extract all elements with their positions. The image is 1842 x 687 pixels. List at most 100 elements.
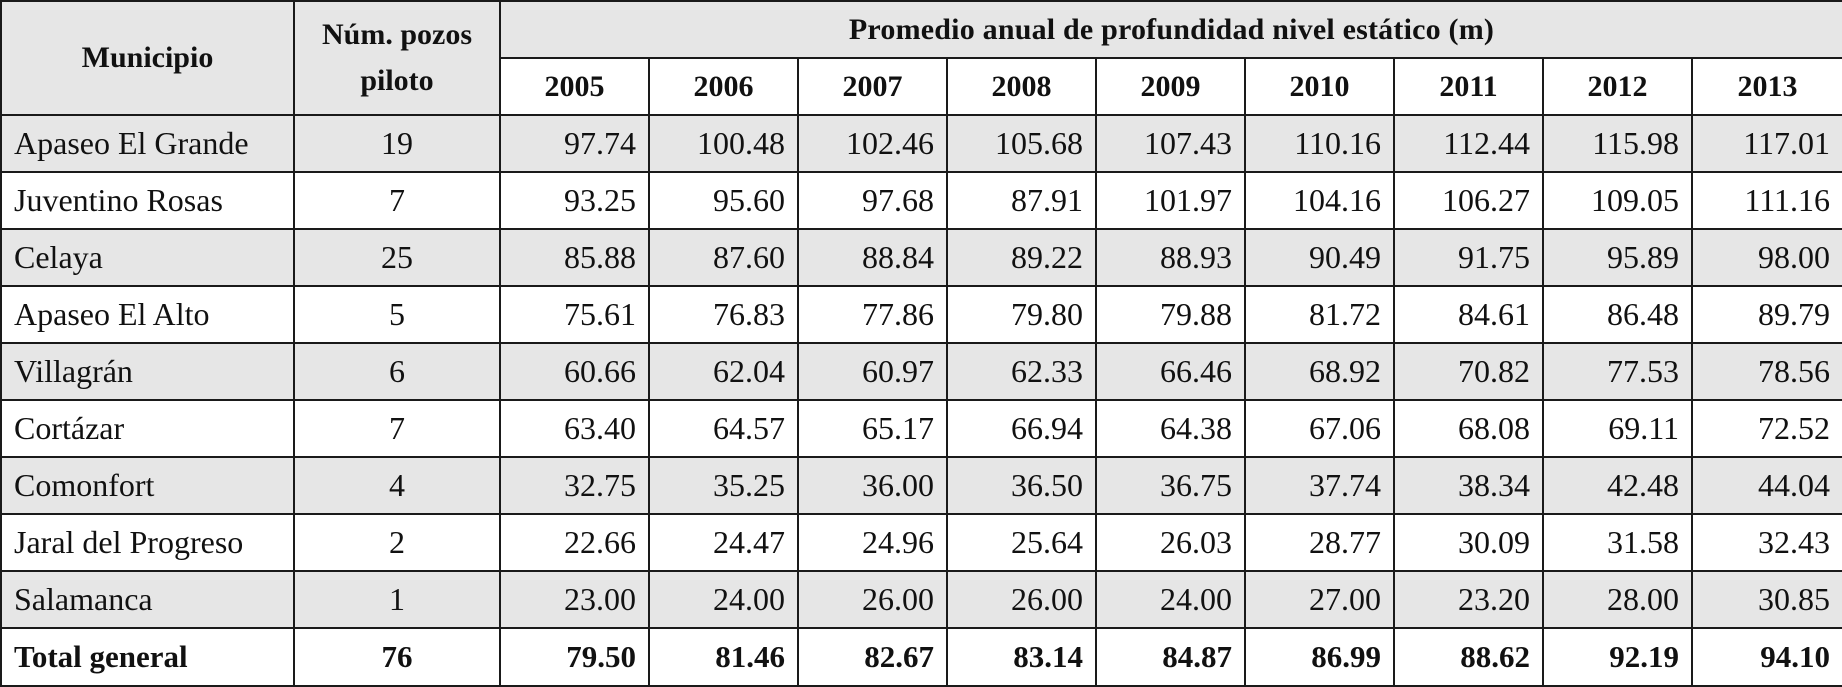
cell-value: 86.48	[1542, 285, 1693, 344]
total-row: Total general 76 79.50 81.46 82.67 83.14…	[0, 627, 1842, 687]
cell-value: 63.40	[499, 399, 650, 458]
cell-value: 62.04	[648, 342, 799, 401]
cell-value: 75.61	[499, 285, 650, 344]
cell-value: 97.74	[499, 114, 650, 173]
cell-value: 32.75	[499, 456, 650, 515]
table-row: Cortázar 7 63.40 64.57 65.17 66.94 64.38…	[0, 399, 1842, 458]
cell-value: 69.11	[1542, 399, 1693, 458]
header-row-2: 2005 2006 2007 2008 2009 2010 2011 2012 …	[1, 57, 1842, 116]
cell-value: 37.74	[1244, 456, 1395, 515]
table-row: Comonfort 4 32.75 35.25 36.00 36.50 36.7…	[0, 456, 1842, 515]
cell-value: 68.92	[1244, 342, 1395, 401]
cell-value: 32.43	[1691, 513, 1842, 572]
total-value: 94.10	[1691, 627, 1842, 687]
cell-value: 24.47	[648, 513, 799, 572]
cell-value: 76.83	[648, 285, 799, 344]
cell-value: 36.50	[946, 456, 1097, 515]
cell-num-pozos: 25	[293, 228, 501, 287]
table-row: Apaseo El Grande 19 97.74 100.48 102.46 …	[0, 114, 1842, 173]
cell-value: 107.43	[1095, 114, 1246, 173]
cell-value: 78.56	[1691, 342, 1842, 401]
cell-value: 22.66	[499, 513, 650, 572]
header-year-2011: 2011	[1393, 57, 1544, 116]
header-num-pozos: Núm. pozos piloto	[293, 0, 501, 116]
cell-value: 95.60	[648, 171, 799, 230]
cell-value: 23.00	[499, 570, 650, 629]
cell-municipio: Cortázar	[0, 399, 295, 458]
cell-value: 115.98	[1542, 114, 1693, 173]
cell-value: 105.68	[946, 114, 1097, 173]
cell-num-pozos: 1	[293, 570, 501, 629]
cell-value: 68.08	[1393, 399, 1544, 458]
cell-value: 65.17	[797, 399, 948, 458]
total-value: 86.99	[1244, 627, 1395, 687]
cell-value: 42.48	[1542, 456, 1693, 515]
table-body: Apaseo El Grande 19 97.74 100.48 102.46 …	[0, 114, 1842, 687]
total-value: 79.50	[499, 627, 650, 687]
cell-value: 28.00	[1542, 570, 1693, 629]
cell-municipio: Apaseo El Grande	[0, 114, 295, 173]
cell-value: 60.66	[499, 342, 650, 401]
cell-value: 111.16	[1691, 171, 1842, 230]
header-year-2008: 2008	[946, 57, 1097, 116]
total-value: 92.19	[1542, 627, 1693, 687]
header-year-2005: 2005	[499, 57, 650, 116]
cell-value: 85.88	[499, 228, 650, 287]
header-year-2006: 2006	[648, 57, 799, 116]
table-row: Salamanca 1 23.00 24.00 26.00 26.00 24.0…	[0, 570, 1842, 629]
cell-value: 97.68	[797, 171, 948, 230]
cell-value: 79.80	[946, 285, 1097, 344]
cell-value: 93.25	[499, 171, 650, 230]
cell-municipio: Villagrán	[0, 342, 295, 401]
cell-value: 88.84	[797, 228, 948, 287]
cell-value: 90.49	[1244, 228, 1395, 287]
cell-num-pozos: 4	[293, 456, 501, 515]
cell-value: 79.88	[1095, 285, 1246, 344]
cell-value: 112.44	[1393, 114, 1544, 173]
header-year-2007: 2007	[797, 57, 948, 116]
cell-value: 23.20	[1393, 570, 1544, 629]
header-year-2013: 2013	[1691, 57, 1842, 116]
cell-value: 101.97	[1095, 171, 1246, 230]
header-group-title: Promedio anual de profundidad nivel está…	[499, 0, 1842, 59]
cell-value: 87.91	[946, 171, 1097, 230]
cell-value: 95.89	[1542, 228, 1693, 287]
cell-num-pozos: 7	[293, 171, 501, 230]
total-value: 83.14	[946, 627, 1097, 687]
table-row: Villagrán 6 60.66 62.04 60.97 62.33 66.4…	[0, 342, 1842, 401]
cell-value: 35.25	[648, 456, 799, 515]
table-header: Municipio Núm. pozos piloto Promedio anu…	[0, 0, 1842, 116]
cell-municipio: Salamanca	[0, 570, 295, 629]
cell-value: 104.16	[1244, 171, 1395, 230]
cell-value: 81.72	[1244, 285, 1395, 344]
header-num-pozos-line2: piloto	[360, 64, 434, 97]
cell-num-pozos: 6	[293, 342, 501, 401]
cell-value: 64.57	[648, 399, 799, 458]
cell-value: 87.60	[648, 228, 799, 287]
cell-value: 109.05	[1542, 171, 1693, 230]
cell-num-pozos: 2	[293, 513, 501, 572]
cell-value: 117.01	[1691, 114, 1842, 173]
cell-value: 44.04	[1691, 456, 1842, 515]
cell-value: 24.00	[648, 570, 799, 629]
cell-value: 28.77	[1244, 513, 1395, 572]
table-row: Jaral del Progreso 2 22.66 24.47 24.96 2…	[0, 513, 1842, 572]
cell-value: 62.33	[946, 342, 1097, 401]
cell-municipio: Celaya	[0, 228, 295, 287]
cell-value: 36.75	[1095, 456, 1246, 515]
total-num-pozos: 76	[293, 627, 501, 687]
cell-municipio: Apaseo El Alto	[0, 285, 295, 344]
cell-value: 26.00	[797, 570, 948, 629]
cell-value: 36.00	[797, 456, 948, 515]
table-row: Juventino Rosas 7 93.25 95.60 97.68 87.9…	[0, 171, 1842, 230]
cell-num-pozos: 5	[293, 285, 501, 344]
cell-municipio: Jaral del Progreso	[0, 513, 295, 572]
cell-value: 77.53	[1542, 342, 1693, 401]
cell-value: 100.48	[648, 114, 799, 173]
cell-value: 84.61	[1393, 285, 1544, 344]
cell-value: 110.16	[1244, 114, 1395, 173]
cell-municipio: Juventino Rosas	[0, 171, 295, 230]
cell-value: 89.22	[946, 228, 1097, 287]
cell-value: 98.00	[1691, 228, 1842, 287]
